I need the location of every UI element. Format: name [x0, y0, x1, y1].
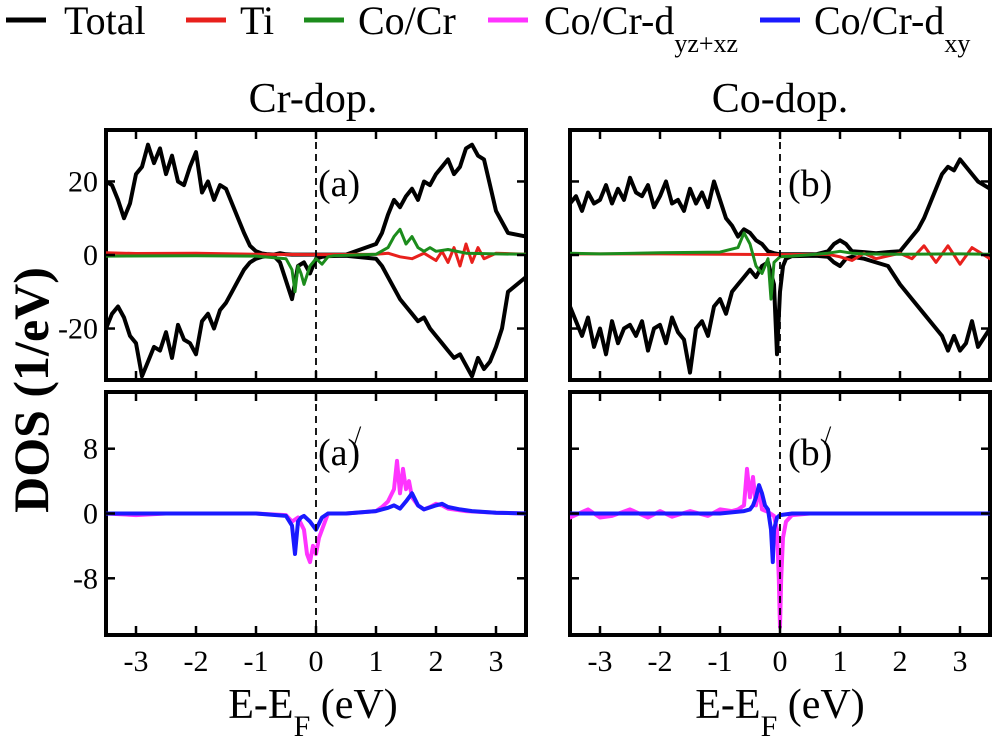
panel-b-prime-xtick-label: 2	[893, 645, 908, 678]
panel-b-prime-series-group	[570, 466, 990, 629]
panel-a-prime-xtick-label: 3	[489, 645, 504, 678]
panel-a-series-co-cr	[106, 227, 526, 294]
panel-b-series-group	[570, 157, 990, 375]
panel-b-series-total-spin-down	[570, 253, 990, 375]
panel-b-series-co-cr	[570, 231, 990, 301]
panel-a-plot: -20 0 20	[58, 130, 526, 380]
legend-item-ti: Ti	[186, 0, 274, 43]
panel-b-prime-xtick-label: -2	[648, 645, 673, 678]
panel-a-label: (a)	[318, 163, 360, 205]
x-axis-label-right: E-EF (eV)	[695, 682, 864, 743]
legend-label-co-cr-dxy: Co/Cr-dxy	[814, 0, 970, 58]
panel-b-prime: -3 -2 -1 0 1 2 3 (b) /	[568, 390, 992, 678]
panel-a-ytick-label: 20	[68, 165, 98, 198]
panel-a-ytick-label: 0	[83, 239, 98, 272]
panel-b-series-ti	[570, 244, 990, 266]
legend: Total Ti Co/Cr Co/Cr-dyz+xz Co/Cr-dxy	[6, 0, 970, 58]
panel-a-prime-xtick-label: 0	[309, 645, 324, 678]
panel-a-series-total-spin-down	[106, 253, 526, 379]
panel-b-series-total-spin-up	[570, 157, 990, 257]
panel-b-prime-series-co-cr-d-xy	[570, 483, 990, 565]
panel-b-prime-xtick-label: 0	[773, 645, 788, 678]
panel-a-prime-prime-mark: /	[354, 421, 362, 450]
legend-item-total: Total	[6, 0, 146, 43]
panel-a-ytick-label: -20	[58, 313, 98, 346]
legend-label-co-cr-dyz-xz: Co/Cr-dyz+xz	[544, 0, 738, 58]
y-axis-label: DOS (1/eV)	[3, 267, 59, 513]
panel-a-prime-xtick-label: -3	[124, 645, 149, 678]
panel-b-prime-xtick-label: -3	[588, 645, 613, 678]
panel-b-prime-prime-mark: /	[824, 421, 832, 450]
panel-a-prime-ytick-label: 0	[83, 498, 98, 531]
legend-item-co-cr-dxy: Co/Cr-dxy	[760, 0, 970, 58]
panel-b-prime-label: (b)	[788, 432, 832, 474]
legend-label-ti: Ti	[240, 0, 274, 43]
panel-b-plot	[570, 130, 990, 380]
panel-a: -20 0 20 (a)	[58, 128, 528, 382]
legend-item-co-cr-dyz-xz: Co/Cr-dyz+xz	[488, 0, 738, 58]
panel-a-series-group	[106, 142, 526, 379]
panel-a-prime-series-co-cr-d-xy	[106, 491, 526, 556]
panel-a-prime: -3 -2 -1 0 1 2 3 -8 0 8 (a) /	[73, 390, 528, 678]
panel-b: (b)	[568, 128, 992, 382]
legend-item-co-cr: Co/Cr	[304, 0, 456, 43]
panel-a-prime-ytick-label: 8	[83, 433, 98, 466]
panel-a-prime-xtick-label: 1	[369, 645, 384, 678]
x-axis-label-left: E-EF (eV)	[228, 682, 397, 743]
panel-b-prime-xtick-label: 3	[953, 645, 968, 678]
panel-b-label: (b)	[788, 163, 832, 205]
panel-title-co-dop: Co-dop.	[712, 76, 849, 122]
legend-label-total: Total	[64, 0, 146, 43]
legend-label-co-cr: Co/Cr	[358, 0, 456, 43]
panel-a-prime-series-group	[106, 458, 526, 565]
panel-a-prime-plot: -3 -2 -1 0 1 2 3 -8 0 8	[73, 392, 526, 678]
panel-a-prime-ytick-label: -8	[73, 562, 98, 595]
panel-a-prime-xtick-label: 2	[429, 645, 444, 678]
panel-a-prime-label: (a)	[318, 432, 360, 474]
panel-a-prime-xtick-label: -1	[244, 645, 269, 678]
panel-b-prime-xtick-label: -1	[708, 645, 733, 678]
panel-b-prime-xtick-label: 1	[833, 645, 848, 678]
panel-b-prime-plot: -3 -2 -1 0 1 2 3	[570, 392, 990, 678]
panel-title-cr-dop: Cr-dop.	[249, 76, 378, 122]
panel-a-prime-xtick-label: -2	[184, 645, 209, 678]
